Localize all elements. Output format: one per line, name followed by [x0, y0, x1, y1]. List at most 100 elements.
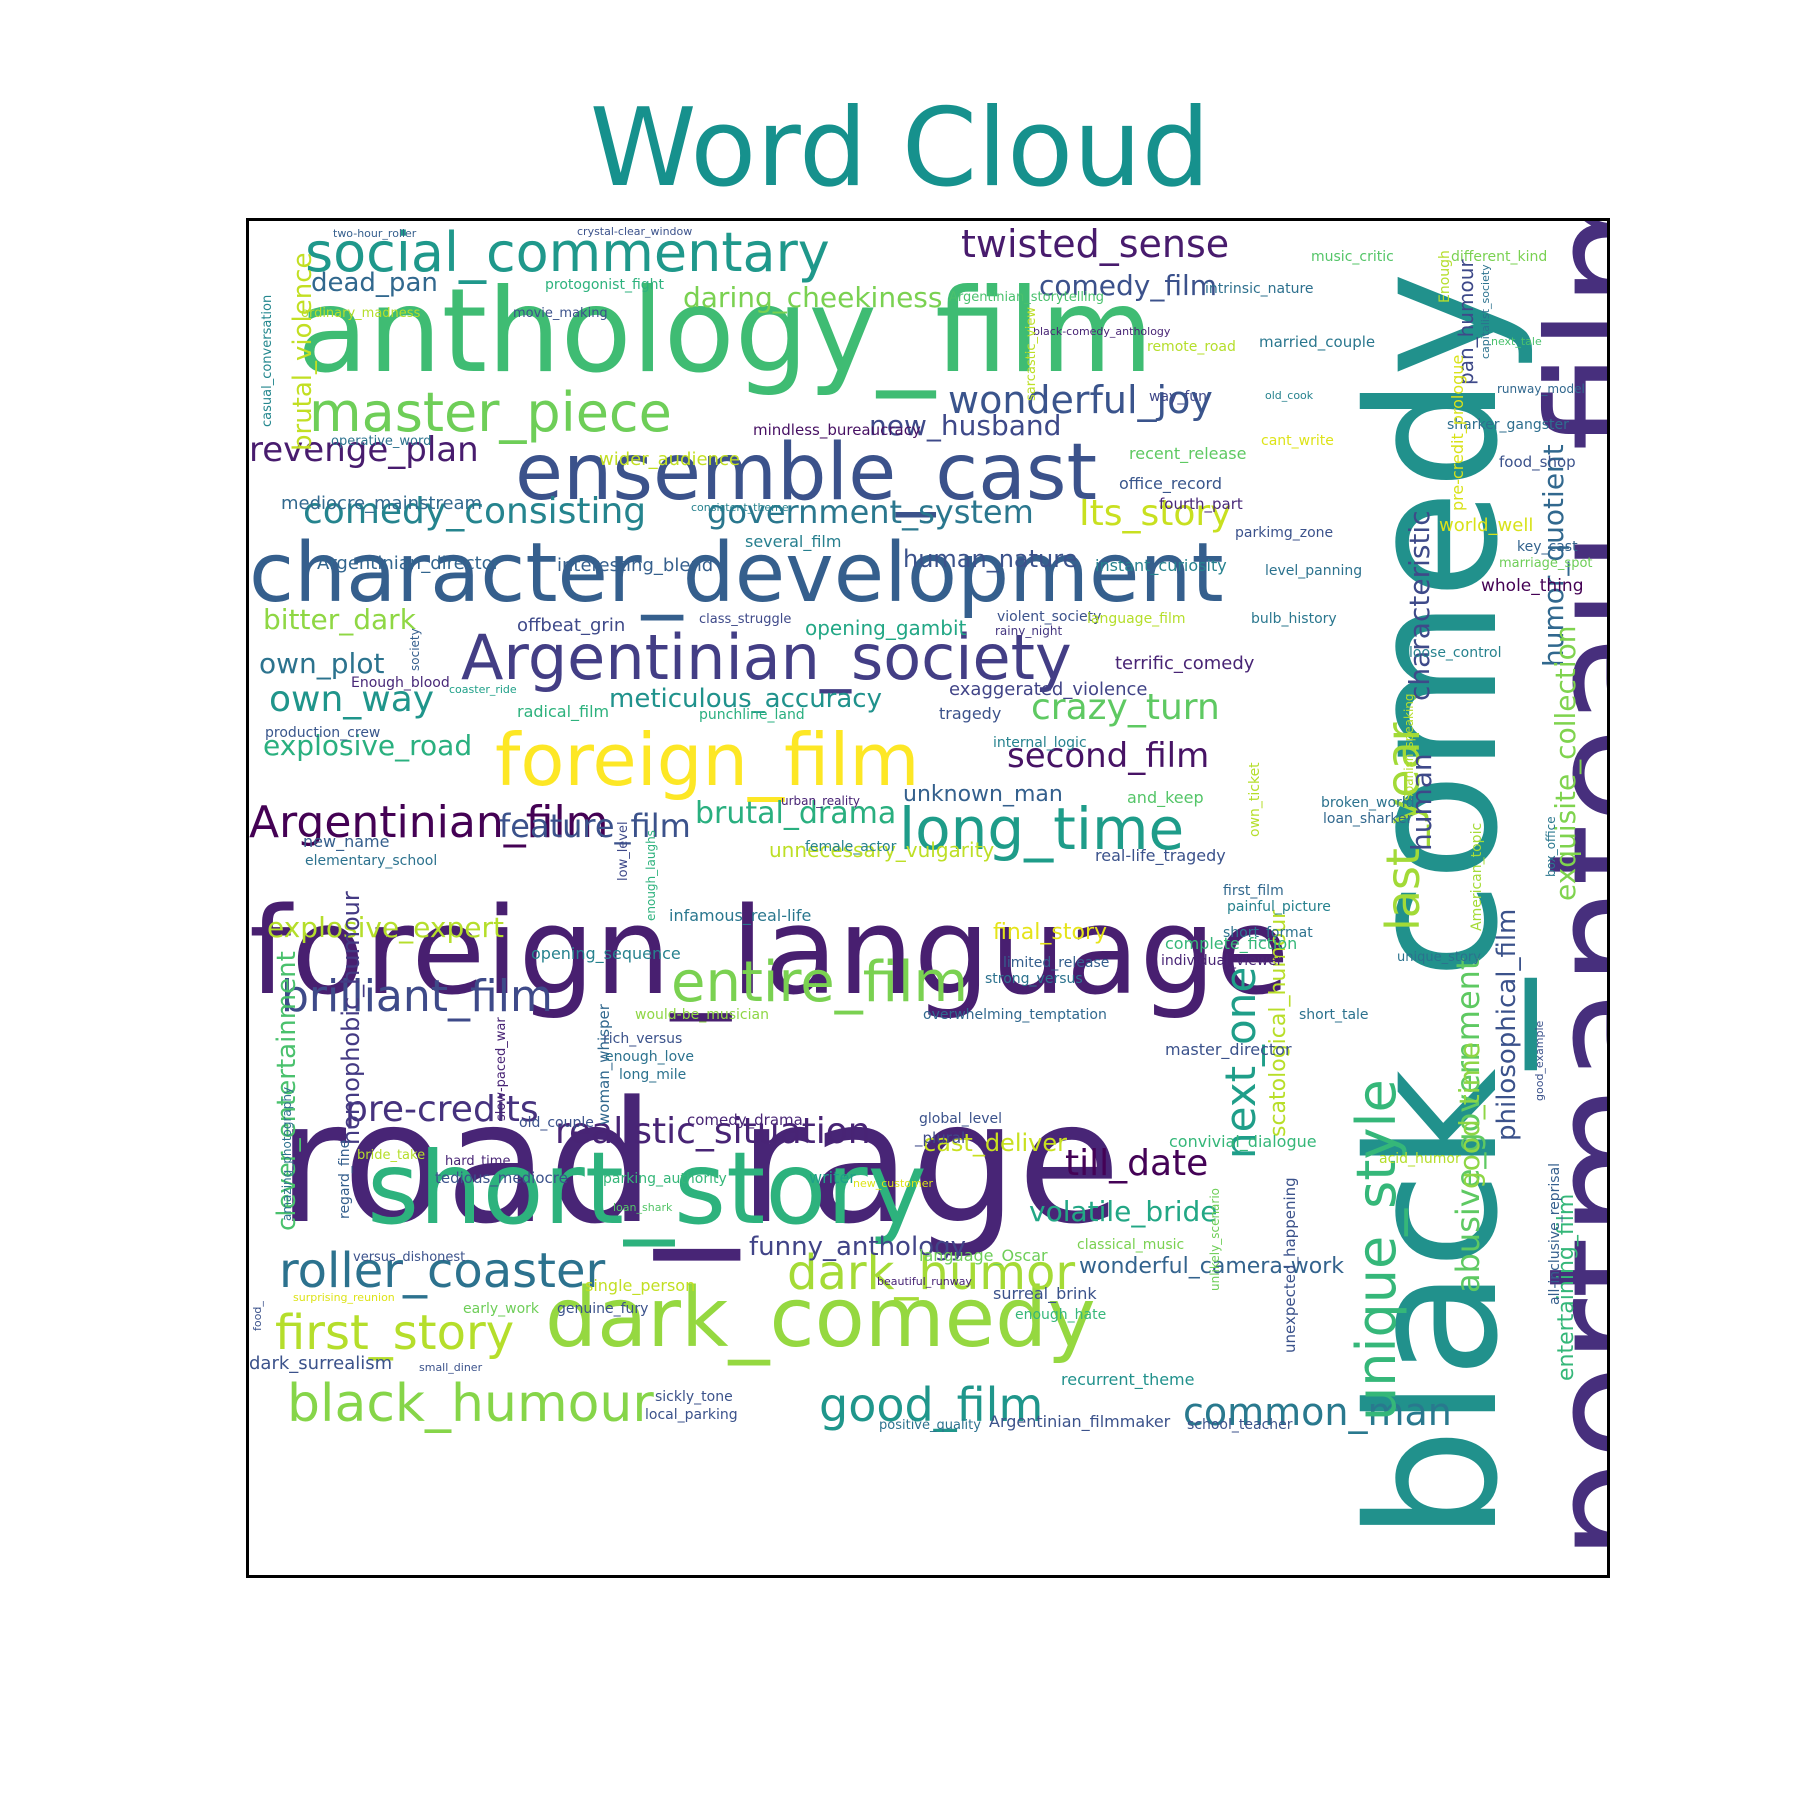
word-classical-music: classical_music	[1077, 1237, 1184, 1253]
word-next-tale: next_tale	[1491, 335, 1542, 348]
word-meticulous-accuracy: meticulous_accuracy	[609, 684, 882, 714]
word-opening-sequence: opening_sequence	[531, 944, 681, 964]
word-language-oscar: language_Oscar	[919, 1246, 1048, 1266]
word-intrinsic-nature: intrinsic_nature	[1205, 281, 1314, 297]
word-master-piece: master_piece	[309, 381, 672, 444]
word-foreign-language: foreign_language	[249, 883, 1289, 1022]
word-way-fun: way_fun	[1149, 389, 1207, 405]
word-dark-comedy: dark_comedy	[545, 1271, 1096, 1366]
word-daring-cheekiness: daring_cheekiness	[683, 281, 942, 314]
word-revenge-plan: revenge_plan	[249, 430, 479, 470]
word-mindless-bureaucracy: mindless_bureaucracy	[753, 421, 921, 440]
word-till-date: till_date	[1065, 1143, 1208, 1184]
word-character-development: character_development	[249, 526, 1224, 621]
word-dark-humor: dark_humor	[787, 1245, 1075, 1301]
word-small-diner: small_diner	[419, 1361, 483, 1374]
word-several-film: several_film	[745, 532, 841, 552]
word-loan-shark: loan_shark	[613, 1201, 673, 1214]
word-dark-surrealism: dark_surrealism	[249, 1353, 392, 1374]
word-sharker-gangster: sharker_gangster	[1447, 417, 1569, 433]
word-overwhelming-temptation: overwhelming_temptation	[923, 1007, 1107, 1023]
word-unlikely-scenario: unlikely_scenario	[1208, 1188, 1222, 1291]
word-long-mile: long_mile	[619, 1067, 686, 1083]
word-opening-gambit: opening_gambit	[805, 616, 967, 640]
word-society: society	[408, 628, 422, 671]
word-urban-reality: urban_reality	[781, 794, 860, 808]
word-whole-thing: whole_thing	[1481, 576, 1584, 596]
word-wider-audience: wider_audience	[599, 449, 740, 470]
word-runway-model: runway_model	[1497, 382, 1585, 396]
word-bulb-history: bulb_history	[1251, 611, 1337, 627]
word-short-format: short_format	[1223, 925, 1313, 941]
word-sickly-tone: sickly_tone	[655, 1389, 733, 1405]
word-coaster-ride: coaster_ride	[449, 683, 517, 696]
word-enough-love: enough_love	[605, 1049, 694, 1065]
word-movie-making: movie_making	[513, 306, 608, 321]
word-amazing-photography: amazing_photography	[280, 1087, 294, 1221]
word-last-year: last_year	[1376, 722, 1430, 931]
word-old-cook: old_cook	[1265, 389, 1314, 402]
word-bride-take: bride_take	[357, 1148, 425, 1163]
word-rainy-night: rainy_night	[995, 624, 1062, 638]
word-world-well: world_well	[1439, 515, 1533, 536]
word-argentinian-film: Argentinian_film	[249, 797, 609, 848]
word-offbeat-grin: offbeat_grin	[517, 615, 625, 636]
word-next-one: next_one	[1216, 967, 1265, 1159]
word-limited-release: limited_release	[1003, 955, 1109, 971]
word-versus-dishonest: versus_dishonest	[353, 1250, 465, 1265]
word-pre-credit-prologue: pre-credit_prologue	[1448, 355, 1468, 511]
word-female-actor: female_actor	[805, 839, 897, 855]
word-positive-quality: positive_quality	[879, 1418, 981, 1433]
word-early-work: early_work	[463, 1301, 540, 1317]
word-foreign-film: foreign_film	[495, 718, 920, 802]
word-characteristic: characteristic	[1403, 510, 1436, 701]
word-new-customer: new_customer	[853, 1177, 934, 1190]
word-funny-anthology: funny_anthology	[749, 1232, 966, 1262]
word-radical-film: radical_film	[517, 702, 609, 722]
word-argentinian-filmmaker: Argentinian_filmmaker	[989, 1412, 1171, 1432]
word-key-cast: key_cast	[1517, 539, 1578, 555]
word-married-couple: married_couple	[1259, 333, 1375, 352]
word-class-struggle: class_struggle	[699, 612, 791, 627]
word-loan-sharker: loan_sharker	[1323, 811, 1413, 827]
word-human-nature: human_nature	[903, 545, 1077, 573]
word-crystal-clear-window: crystal-clear_window	[577, 225, 692, 238]
word-roller-coaster: roller_coaster	[279, 1243, 606, 1299]
word-feature-film: feature_film	[499, 807, 691, 845]
word-punchline-land: punchline_land	[699, 707, 805, 723]
word-surprising-reunion: surprising_reunion	[293, 1291, 395, 1304]
word-argentinian-storytelling: Argentinian_storytelling	[949, 290, 1104, 305]
word-ordinary-madness: ordinary_madness	[301, 306, 421, 321]
word-individual-viewer: individual_viewer	[1161, 953, 1283, 969]
word-box-office: box_office	[1544, 816, 1558, 877]
word-tragedy: tragedy	[939, 704, 1001, 723]
word-cant-write: cant_write	[1261, 433, 1334, 449]
word-unknown-man: unknown_man	[903, 782, 1063, 807]
word-new-husband: new_husband	[869, 409, 1061, 442]
word-global-level: global_level	[919, 1111, 1002, 1127]
word-pan-humour: pan_humour	[1454, 259, 1478, 385]
word-humor-quotient: humor_quotient	[1537, 444, 1570, 667]
word-protogonist-fight: protogonist_fight	[545, 277, 665, 293]
word-elementary-school: elementary_school	[305, 853, 437, 869]
word-office-record: office_record	[1119, 474, 1222, 494]
word-two-hour-roller: two-hour_roller	[333, 227, 417, 240]
word-argentinian-director: Argentinian_director	[317, 553, 501, 574]
word-recent-release: recent_release	[1129, 444, 1246, 464]
word-tedious-mediocre: tedious_mediocre	[435, 1169, 568, 1188]
word-recurrent-theme: recurrent_theme	[1061, 1370, 1194, 1390]
word-plural: _plural	[914, 1129, 965, 1148]
word-all-inclusive-reprisal: all-inclusive_reprisal	[1547, 1163, 1563, 1305]
word-infamous-real-life: infamous_real-life	[669, 906, 811, 926]
word-parking-authority: parking_authority	[603, 1171, 727, 1187]
word-casual-conversation: casual_conversation	[260, 295, 275, 427]
figure-title: Word Cloud	[589, 86, 1211, 211]
word-brutal-drama: brutal_drama	[695, 796, 896, 831]
word-woman-whisper: woman_whisper	[595, 1003, 614, 1125]
word-entire-film: entire_film	[671, 950, 968, 1015]
word-first-story: first_story	[275, 1305, 514, 1361]
word-social-commentary: social_commentary	[305, 221, 830, 284]
word-explosive-road: explosive_road	[263, 729, 472, 762]
word-strong-versus: strong_versus	[985, 971, 1083, 987]
